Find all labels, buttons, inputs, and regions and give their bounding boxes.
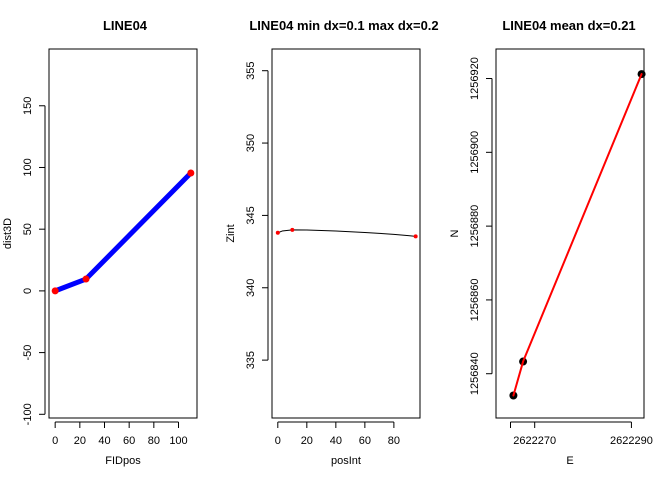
y-tick-label: 1256920 <box>469 57 481 100</box>
y-tick-label: 345 <box>245 206 257 224</box>
x-axis-label: E <box>566 455 573 467</box>
chart-title: LINE04 <box>103 18 148 33</box>
series-line <box>52 170 194 294</box>
data-point <box>275 230 280 235</box>
plot-box <box>271 48 421 419</box>
x-tick-label: 40 <box>98 435 110 447</box>
y-tick-label: 150 <box>22 97 34 115</box>
plot-box <box>495 48 645 419</box>
chart-title: LINE04 min dx=0.1 max dx=0.2 <box>249 18 438 33</box>
y-tick-label: 50 <box>22 223 34 235</box>
x-tick-label: 60 <box>359 435 371 447</box>
x-tick-label: 20 <box>74 435 86 447</box>
x-tick-label: 2622290 <box>610 435 653 447</box>
y-axis-label: N <box>449 229 461 237</box>
y-tick-label: 340 <box>245 279 257 297</box>
y-tick-label: 100 <box>22 158 34 176</box>
data-point <box>82 275 90 283</box>
plot-box <box>48 48 198 419</box>
x-axis-label: FIDpos <box>105 455 141 467</box>
y-tick-label: -100 <box>22 403 34 425</box>
data-point <box>290 227 295 232</box>
x-tick-label: 2622270 <box>513 435 556 447</box>
y-tick-label: 335 <box>245 351 257 369</box>
series-curve <box>277 229 417 237</box>
y-axis-label: dist3D <box>2 218 14 249</box>
panel-1: LINE04 0 20 40 60 80 100 -100 -50 0 50 100 150 FIDpos… <box>2 18 198 467</box>
y-tick-label: 355 <box>245 62 257 80</box>
y-tick-label: 1256840 <box>469 352 481 395</box>
panel-2: LINE04 min dx=0.1 max dx=0.2 0 20 40 60 80 335… <box>225 18 439 467</box>
y-tick-label: 1256860 <box>469 279 481 322</box>
x-tick-label: 0 <box>52 435 58 447</box>
data-point <box>51 287 59 295</box>
x-tick-label: 40 <box>330 435 342 447</box>
y-tick-label: -50 <box>22 345 34 361</box>
data-point <box>413 234 418 239</box>
x-tick-label: 80 <box>148 435 160 447</box>
panel-3: LINE04 mean dx=0.21 2622270 2622290 1256840… <box>449 18 653 467</box>
x-axis-label: posInt <box>331 455 361 467</box>
x-tick-label: 0 <box>275 435 281 447</box>
data-point <box>187 169 195 177</box>
y-tick-label: 1256880 <box>469 205 481 248</box>
x-tick-label: 20 <box>301 435 313 447</box>
series-line <box>512 73 643 397</box>
x-tick-label: 60 <box>123 435 135 447</box>
y-tick-label: 350 <box>245 134 257 152</box>
y-tick-label: 0 <box>22 288 34 294</box>
chart-title: LINE04 mean dx=0.21 <box>502 18 635 33</box>
y-axis-label: Zint <box>225 224 237 242</box>
x-tick-label: 100 <box>169 435 187 447</box>
y-tick-label: 1256900 <box>469 131 481 174</box>
x-tick-label: 80 <box>388 435 400 447</box>
